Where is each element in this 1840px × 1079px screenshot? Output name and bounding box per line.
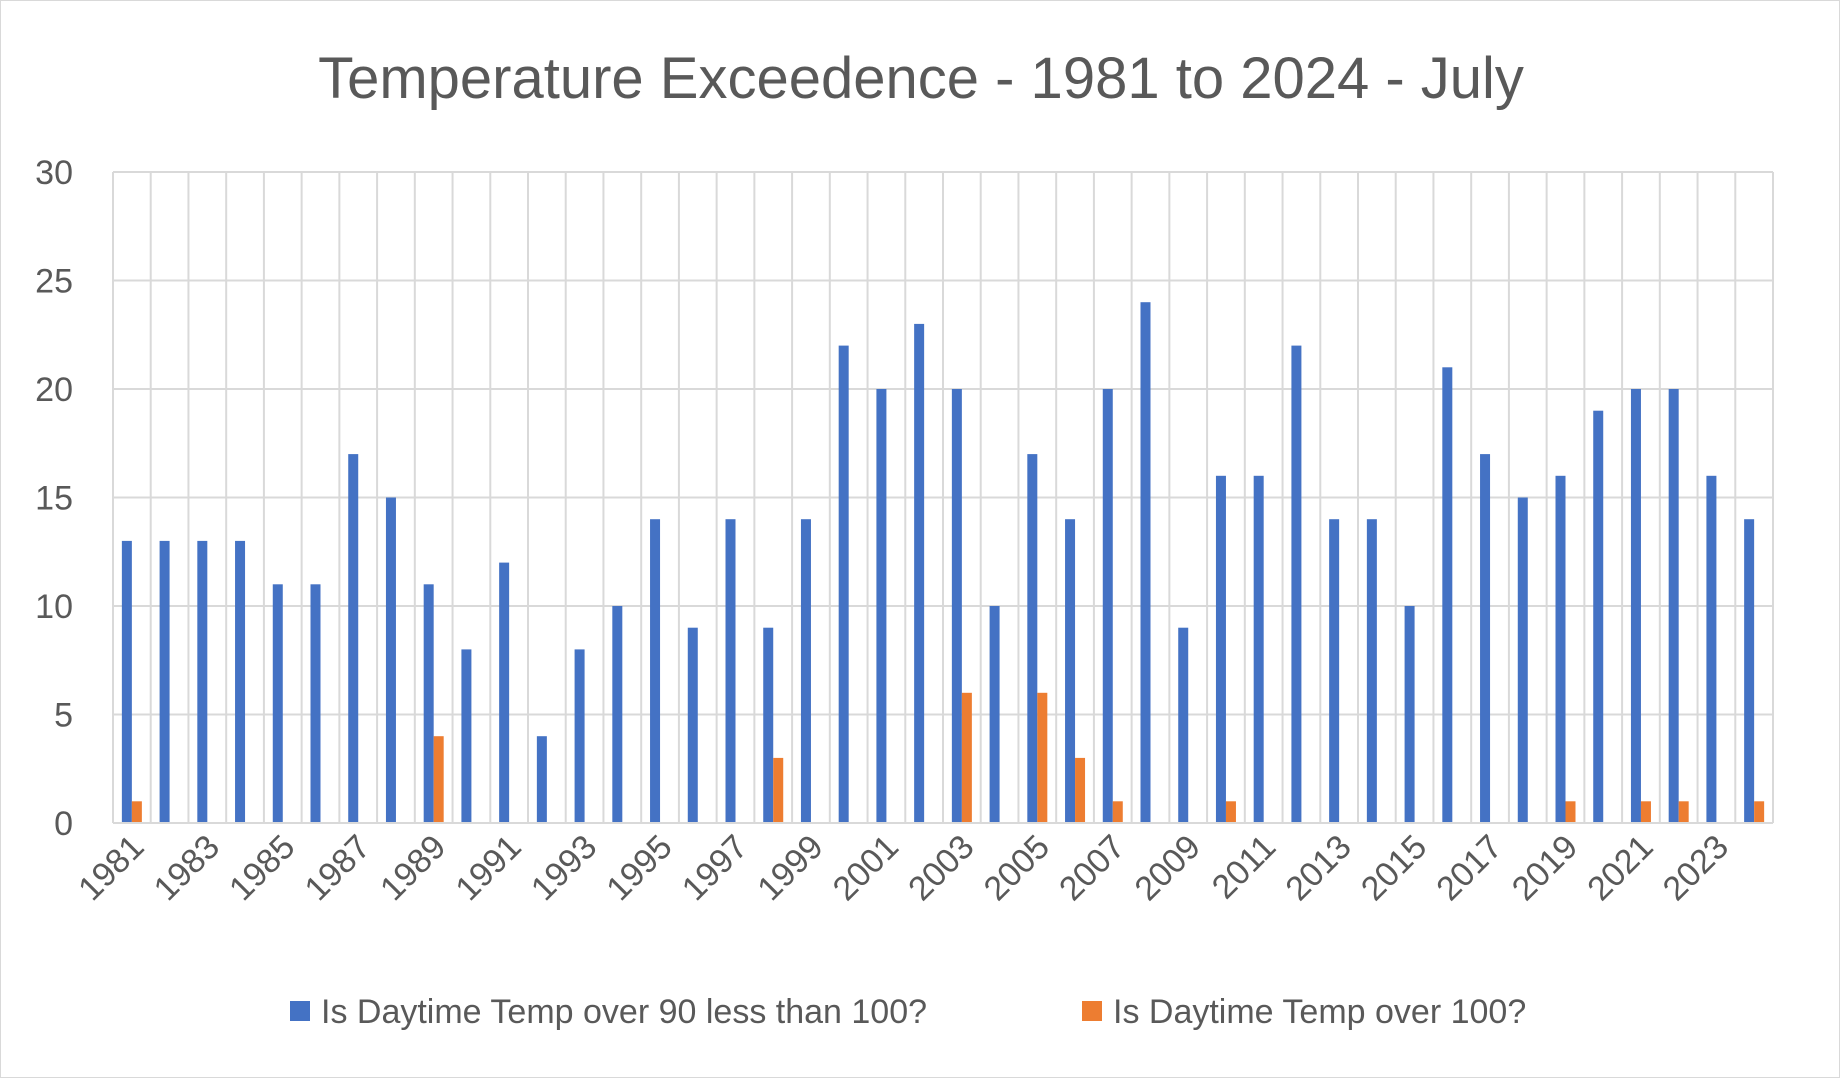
bar-series-1-1990 — [461, 649, 472, 823]
axes: 0 5 10 15 20 25 30 1981198319851987198919911993… — [35, 154, 1773, 908]
bar-series-1-2010 — [1215, 475, 1226, 823]
bar-series-1-2001 — [876, 389, 887, 823]
bar-series-1-1986 — [310, 584, 321, 823]
bar-series-1-2007 — [1102, 389, 1113, 823]
bar-series-1-1981 — [121, 540, 132, 823]
bar-series-1-2004 — [989, 606, 1000, 823]
bar-series-1-2017 — [1480, 454, 1491, 823]
bar-series-2-1989 — [433, 736, 444, 823]
bar-series-1-2021 — [1630, 389, 1641, 823]
bar-series-1-2018 — [1517, 497, 1528, 823]
bar-series-1-2020 — [1593, 410, 1604, 823]
bar-series-1-1999 — [800, 519, 811, 823]
legend: Is Daytime Temp over 90 less than 100? I… — [290, 993, 1526, 1031]
bar-series-1-2024 — [1744, 519, 1755, 823]
bar-series-1-1987 — [348, 454, 359, 823]
bar-series-1-2014 — [1366, 519, 1377, 823]
bar-series-1-2006 — [1065, 519, 1076, 823]
bar-series-1-2019 — [1555, 475, 1566, 823]
x-tick-label: 2021 — [1580, 828, 1660, 908]
y-tick-label: 30 — [35, 154, 73, 192]
y-tick-label: 5 — [54, 697, 73, 735]
chart-title: Temperature Exceedence - 1981 to 2024 - … — [318, 46, 1524, 111]
x-tick-label: 1981 — [71, 828, 151, 908]
bar-series-1-2005 — [1027, 454, 1038, 823]
x-tick-label: 1989 — [373, 828, 453, 908]
bar-series-1-1993 — [574, 649, 585, 823]
y-tick-label: 0 — [54, 805, 73, 843]
bar-series-1-1983 — [197, 540, 208, 823]
bar-series-1-2013 — [1329, 519, 1340, 823]
x-tick-label: 1995 — [599, 828, 679, 908]
bar-series-1-1984 — [235, 540, 246, 823]
x-tick-label: 2023 — [1656, 828, 1736, 908]
x-tick-label: 1991 — [448, 828, 528, 908]
bar-series-2-2024 — [1754, 801, 1765, 823]
x-tick-label: 1983 — [147, 828, 227, 908]
bar-series-1-1982 — [159, 540, 170, 823]
bar-series-2-1981 — [131, 801, 142, 823]
x-tick-label: 2003 — [901, 828, 981, 908]
x-tick-label: 2009 — [1128, 828, 1208, 908]
x-tick-label: 1985 — [222, 828, 302, 908]
bar-series-1-1989 — [423, 584, 434, 823]
legend-label-series-1: Is Daytime Temp over 90 less than 100? — [321, 993, 927, 1031]
bar-series-2-2005 — [1037, 692, 1048, 823]
x-tick-label: 2007 — [1052, 828, 1132, 908]
bar-series-2-2003 — [961, 692, 972, 823]
x-tick-label: 1997 — [675, 828, 755, 908]
bar-series-1-1991 — [499, 562, 510, 823]
x-tick-label: 2005 — [977, 828, 1057, 908]
legend-swatch-series-1 — [290, 1001, 310, 1021]
bar-series-1-1992 — [536, 736, 547, 823]
bar-series-2-2022 — [1678, 801, 1689, 823]
bar-series-1-2000 — [838, 345, 849, 823]
legend-label-series-2: Is Daytime Temp over 100? — [1113, 993, 1526, 1031]
x-tick-label: 2001 — [826, 828, 906, 908]
x-tick-label: 2015 — [1354, 828, 1434, 908]
y-tick-label: 15 — [35, 480, 73, 518]
x-tick-label: 1993 — [524, 828, 604, 908]
bar-series-1-2009 — [1178, 627, 1189, 823]
x-tick-label: 2017 — [1429, 828, 1509, 908]
bar-series-1-2011 — [1253, 475, 1264, 823]
bar-series-1-1998 — [763, 627, 774, 823]
bar-series-2-2007 — [1112, 801, 1123, 823]
bar-series-1-1997 — [725, 519, 736, 823]
bar-series-1-1996 — [687, 627, 698, 823]
bar-series-1-2022 — [1668, 389, 1679, 823]
bar-series-1-2023 — [1706, 475, 1717, 823]
x-tick-label: 1987 — [298, 828, 378, 908]
gridlines — [112, 171, 1774, 824]
bar-series-2-2006 — [1075, 757, 1086, 823]
y-tick-label: 10 — [35, 588, 73, 626]
x-tick-label: 1999 — [750, 828, 830, 908]
bar-series-2-1998 — [773, 757, 784, 823]
bar-series-2-2019 — [1565, 801, 1576, 823]
y-tick-label: 25 — [35, 263, 73, 301]
bar-series-1-2003 — [951, 389, 962, 823]
bar-series-1-1985 — [272, 584, 283, 823]
y-tick-label: 20 — [35, 371, 73, 409]
bar-series-1-2016 — [1442, 367, 1453, 823]
bars — [121, 302, 1765, 823]
legend-swatch-series-2 — [1082, 1001, 1102, 1021]
bar-series-1-1995 — [650, 519, 661, 823]
bar-series-2-2021 — [1640, 801, 1651, 823]
x-tick-label: 2013 — [1278, 828, 1358, 908]
bar-series-1-2012 — [1291, 345, 1302, 823]
bar-series-1-1994 — [612, 606, 623, 823]
x-tick-label: 2011 — [1205, 828, 1284, 907]
bar-series-1-1988 — [385, 497, 396, 823]
bar-series-1-2008 — [1140, 302, 1151, 823]
bar-series-1-2015 — [1404, 606, 1415, 823]
bar-series-1-2002 — [914, 323, 925, 823]
x-tick-label: 2019 — [1505, 828, 1585, 908]
bar-series-2-2010 — [1225, 801, 1236, 823]
